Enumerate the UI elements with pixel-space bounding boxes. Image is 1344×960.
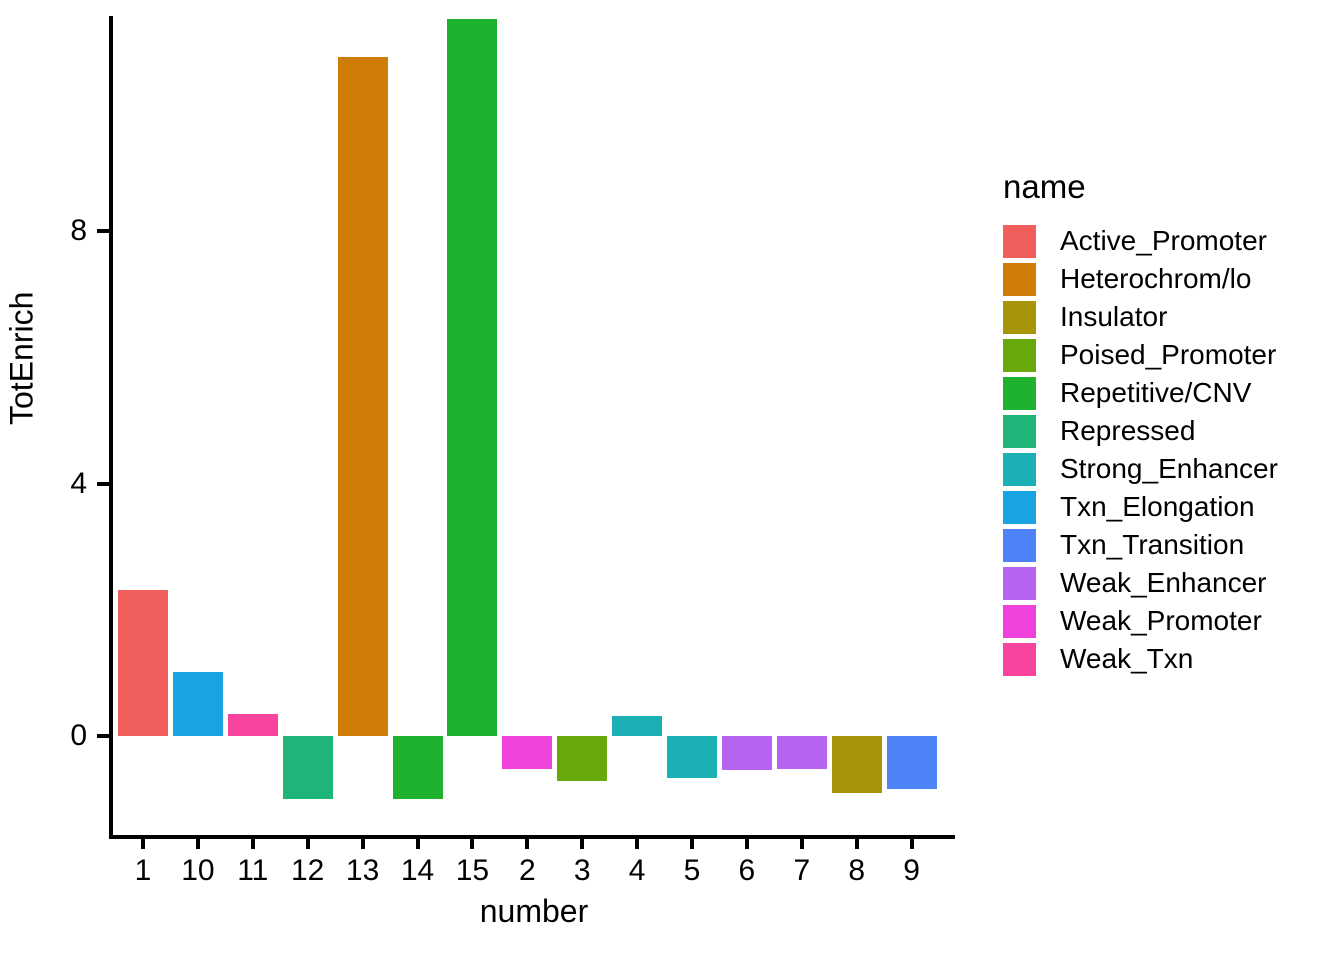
x-axis-tick-8: [854, 839, 859, 849]
legend-label: Strong_Enhancer: [1060, 453, 1278, 484]
legend: name Active_Promoter Heterochrom/lo Insula…: [1003, 168, 1278, 678]
legend-item: Repressed: [1003, 412, 1278, 450]
bar-12: [282, 736, 333, 800]
x-axis-tick-label-2: 2: [518, 854, 536, 887]
legend-label: Weak_Promoter: [1060, 605, 1262, 636]
legend-swatch-icon: [1003, 566, 1036, 600]
legend-swatch-icon: [1003, 224, 1036, 258]
x-axis-tick-9: [909, 839, 914, 849]
x-axis-tick-label-6: 6: [738, 854, 756, 887]
x-axis-tick-label-12: 12: [291, 854, 325, 887]
bar-9: [886, 736, 937, 789]
bar-1: [118, 590, 168, 736]
x-axis-tick-label-15: 15: [455, 854, 490, 887]
legend-item: Txn_Elongation: [1003, 488, 1278, 526]
bar-13: [337, 57, 388, 736]
x-axis-tick-7: [799, 839, 804, 849]
legend-item: Weak_Txn: [1003, 640, 1278, 678]
bar-7: [776, 736, 827, 769]
plot-panel: 0 4 8 1 10 11 12 13 14 15 2 3 4 5 6 7 8 9: [70, 16, 955, 886]
x-axis-title: number: [479, 893, 589, 929]
x-axis-tick-11: [250, 839, 255, 849]
legend-label: Weak_Txn: [1060, 643, 1194, 674]
bar-11: [227, 713, 278, 736]
legend-title: name: [1003, 168, 1086, 205]
legend-item: Txn_Transition: [1003, 526, 1278, 564]
legend-label: Weak_Enhancer: [1060, 567, 1267, 598]
legend-label: Insulator: [1060, 301, 1168, 332]
x-axis-tick-label-7: 7: [793, 854, 811, 887]
legend-item: Poised_Promoter: [1003, 336, 1278, 374]
legend-label: Repetitive/CNV: [1060, 377, 1252, 408]
x-axis-tick-10: [195, 839, 200, 849]
legend-label: Txn_Elongation: [1060, 491, 1255, 522]
bar-8: [831, 736, 882, 794]
legend-items: Active_Promoter Heterochrom/lo Insulator Po…: [1003, 222, 1278, 678]
x-axis-tick-13: [360, 839, 365, 849]
legend-swatch-icon: [1003, 300, 1036, 334]
x-axis-tick-label-4: 4: [628, 854, 646, 887]
y-axis-tick-label-8: 8: [70, 214, 87, 248]
legend-label: Heterochrom/lo: [1060, 263, 1252, 294]
x-axis-tick-label-10: 10: [181, 854, 215, 887]
legend-swatch-icon: [1003, 338, 1036, 372]
legend-swatch-icon: [1003, 528, 1036, 562]
legend-label: Poised_Promoter: [1060, 339, 1277, 370]
x-axis-tick-6: [744, 839, 749, 849]
x-axis-tick-5: [690, 839, 694, 849]
legend-label: Txn_Transition: [1060, 529, 1245, 560]
y-axis-tick-0: [97, 734, 109, 738]
x-axis-tick-4: [635, 839, 640, 849]
x-axis-tick-label-1: 1: [134, 854, 152, 887]
legend-label: Active_Promoter: [1060, 225, 1267, 256]
x-axis-tick-label-13: 13: [345, 854, 380, 887]
x-axis-tick-label-5: 5: [683, 854, 701, 887]
x-axis-tick-2: [525, 839, 530, 849]
x-axis-tick-12: [305, 839, 310, 849]
bar-14: [392, 736, 443, 800]
legend-item: Active_Promoter: [1003, 222, 1278, 260]
x-axis-tick-14: [415, 839, 420, 849]
legend-swatch-icon: [1003, 414, 1036, 448]
x-axis-tick-label-14: 14: [400, 854, 435, 887]
bar-3: [557, 736, 608, 782]
x-axis-tick-3: [580, 839, 585, 849]
legend-swatch-icon: [1003, 452, 1036, 486]
x-axis-tick-label-9: 9: [903, 854, 920, 887]
legend-item: Heterochrom/lo: [1003, 260, 1278, 298]
legend-item: Weak_Enhancer: [1003, 564, 1278, 602]
legend-swatch-icon: [1003, 642, 1036, 676]
legend-label: Repressed: [1060, 415, 1196, 446]
x-axis-tick-label-3: 3: [573, 854, 591, 887]
x-axis-tick-label-11: 11: [237, 854, 269, 887]
bar-4: [612, 716, 663, 736]
bar-15: [447, 19, 498, 736]
legend-swatch-icon: [1003, 376, 1036, 410]
bar-10: [172, 672, 223, 736]
legend-item: Strong_Enhancer: [1003, 450, 1278, 488]
y-axis-tick-label-0: 0: [70, 719, 87, 752]
y-axis-tick-label-4: 4: [70, 466, 87, 500]
bar-5: [667, 736, 717, 778]
bar-2: [502, 736, 553, 770]
y-axis-title-text: TotEnrich: [3, 291, 40, 425]
legend-item: Insulator: [1003, 298, 1278, 336]
x-axis-tick-label-8: 8: [848, 854, 866, 887]
legend-swatch-icon: [1003, 604, 1036, 638]
y-axis-tick-4: [97, 481, 109, 486]
legend-swatch-icon: [1003, 262, 1036, 296]
bar-6: [721, 736, 772, 771]
x-axis-tick-15: [470, 839, 475, 849]
legend-item: Repetitive/CNV: [1003, 374, 1278, 412]
legend-swatch-icon: [1003, 490, 1036, 524]
y-axis-tick-8: [97, 229, 109, 234]
x-axis-tick-1: [141, 839, 145, 849]
legend-item: Weak_Promoter: [1003, 602, 1278, 640]
